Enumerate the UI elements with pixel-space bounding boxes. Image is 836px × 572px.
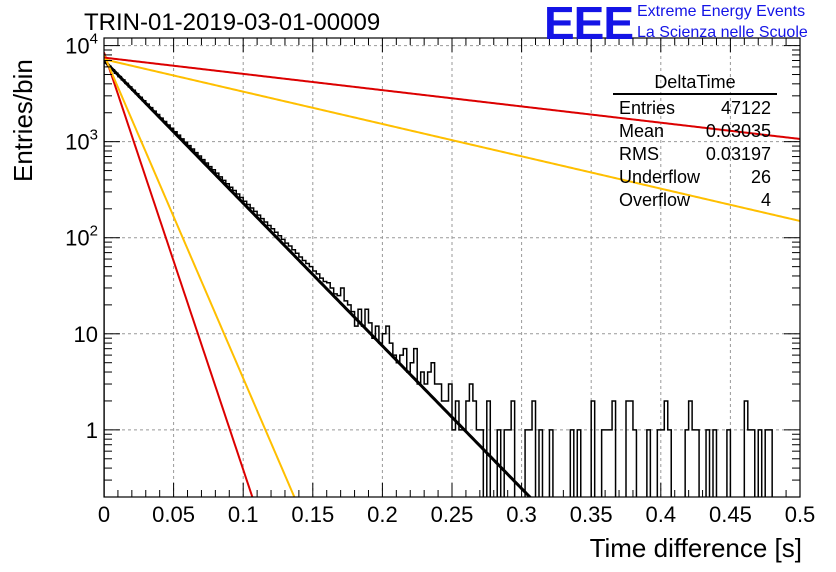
series-line — [104, 58, 800, 222]
stats-row-entries: Entries 47122 — [613, 97, 777, 120]
x-tick-label: 0.2 — [367, 502, 398, 527]
x-axis-label: Time difference [s] — [589, 533, 802, 563]
histogram — [104, 62, 773, 497]
series-line — [104, 59, 532, 497]
stats-row-overflow: Overflow 4 — [613, 189, 777, 212]
x-tick-label: 0.35 — [570, 502, 613, 527]
stats-value: 0.03035 — [705, 121, 771, 141]
logo-line-2: La Scienza nelle Scuole — [637, 24, 808, 41]
series-line — [104, 54, 296, 497]
x-tick-label: 0.25 — [431, 502, 474, 527]
stats-value: 47122 — [720, 98, 771, 118]
x-tick-label: 0.3 — [506, 502, 537, 527]
y-tick-label: 104 — [65, 31, 98, 59]
stats-row-mean: Mean 0.03035 — [613, 120, 777, 143]
chart-title: TRIN-01-2019-03-01-00009 — [84, 9, 381, 36]
stats-value: 0.03197 — [705, 144, 771, 164]
series-line — [104, 52, 254, 497]
stats-box: DeltaTime Entries 47122 Mean 0.03035 RMS… — [613, 72, 777, 212]
stats-row-rms: RMS 0.03197 — [613, 143, 777, 166]
eee-logo: EEE — [544, 0, 634, 49]
stats-name: DeltaTime — [613, 72, 777, 95]
stats-label: Underflow — [619, 167, 701, 187]
stats-row-underflow: Underflow 26 — [613, 166, 777, 189]
x-tick-label: 0.05 — [152, 502, 195, 527]
logo-line-1: Extreme Energy Events — [637, 3, 806, 20]
series-line — [104, 56, 800, 140]
x-tick-label: 0.5 — [785, 502, 816, 527]
stats-label: RMS — [619, 144, 659, 164]
x-tick-label: 0 — [98, 502, 110, 527]
x-tick-label: 0.15 — [291, 502, 334, 527]
y-axis-label: Entries/bin — [8, 59, 38, 182]
x-tick-label: 0.1 — [228, 502, 259, 527]
x-tick-label: 0.45 — [709, 502, 752, 527]
stats-value: 26 — [750, 167, 771, 187]
y-tick-label: 103 — [65, 127, 98, 155]
x-tick-label: 0.4 — [646, 502, 677, 527]
y-tick-label: 1 — [86, 418, 98, 443]
stats-label: Mean — [619, 121, 665, 141]
y-tick-label: 10 — [74, 322, 98, 347]
y-tick-label: 102 — [65, 223, 98, 251]
stats-value: 4 — [760, 190, 771, 210]
stats-label: Overflow — [619, 190, 691, 210]
stats-label: Entries — [619, 98, 676, 118]
